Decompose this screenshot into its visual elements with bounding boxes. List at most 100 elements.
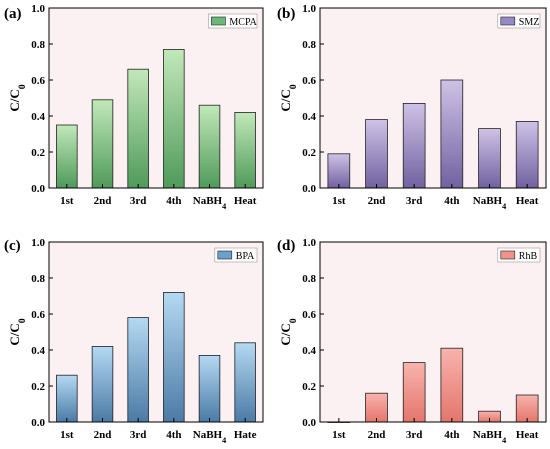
legend-label: SMZ: [519, 17, 540, 28]
y-tick-label: 0.4: [31, 111, 45, 123]
x-tick-label: 2nd: [94, 429, 112, 441]
x-tick-label: 1st: [60, 195, 74, 207]
x-tick-label: Heat: [234, 195, 257, 207]
bar: [127, 317, 149, 423]
panel-3: (d) C/C0 0.0 0.2 0.4 0.6 0.8 1.0 1st 2nd 3rd 4th NaB…: [277, 237, 547, 445]
x-tick-label: 3rd: [130, 195, 147, 207]
bar: [440, 79, 464, 189]
x-tick-label: 3rd: [406, 195, 423, 207]
x-tick-label: 4th: [166, 195, 181, 207]
x-tick-label: 1st: [332, 429, 346, 441]
panel-letter: (c): [4, 238, 21, 254]
y-tick-label: 0.2: [31, 381, 45, 393]
legend-label: BPA: [236, 251, 255, 262]
legend: RhB: [497, 247, 541, 263]
bar: [402, 362, 426, 423]
x-tick-label: 1st: [60, 429, 74, 441]
y-tick-label: 1.0: [31, 3, 45, 15]
y-tick-label: 0.6: [31, 75, 45, 87]
y-axis-label: C/C0: [7, 84, 28, 111]
plot-area: [320, 242, 546, 422]
panel-0: (a) C/C0 0.0 0.2 0.4 0.6 0.8 1.0 1st 2nd 3rd 4th NaB…: [4, 3, 264, 211]
bar: [198, 104, 221, 189]
x-tick-label: NaBH4: [473, 195, 506, 211]
y-axis-label: C/C0: [278, 84, 299, 111]
bar: [163, 291, 185, 423]
bar: [327, 153, 351, 189]
panel-1: (b) C/C0 0.0 0.2 0.4 0.6 0.8 1.0 1st 2nd 3rd 4th NaB…: [277, 3, 547, 211]
x-tick-label: 4th: [166, 429, 181, 441]
bar: [365, 392, 388, 423]
panel-letter: (b): [277, 6, 295, 22]
y-tick-label: 0.6: [302, 309, 316, 321]
bar: [91, 99, 114, 189]
y-tick-label: 0.2: [302, 147, 316, 159]
panel-letter: (a): [4, 6, 22, 22]
legend-label: MCPA: [229, 17, 257, 28]
y-tick-label: 0.8: [31, 39, 45, 51]
y-tick-label: 1.0: [302, 3, 316, 15]
y-axis-label: C/C0: [278, 318, 299, 345]
x-tick-label: 4th: [444, 195, 459, 207]
y-tick-label: 0.8: [302, 273, 316, 285]
x-tick-label: 2nd: [94, 195, 112, 207]
y-tick-label: 0.0: [302, 417, 316, 429]
x-tick-label: 3rd: [406, 429, 423, 441]
legend-swatch: [217, 250, 233, 260]
legend: SMZ: [497, 13, 541, 29]
x-tick-label: NaBH4: [193, 429, 226, 444]
y-tick-label: 0.0: [302, 183, 316, 195]
x-tick-label: NaBH4: [473, 429, 506, 444]
x-tick-label: 1st: [332, 195, 346, 207]
x-tick-label: 2nd: [368, 195, 386, 207]
plot-area: [320, 8, 546, 188]
panel-letter: (d): [277, 238, 295, 254]
bar: [515, 121, 539, 189]
y-tick-label: 0.6: [31, 309, 45, 321]
x-tick-label: Heat: [516, 429, 539, 441]
x-tick-label: 2nd: [368, 429, 386, 441]
bar: [234, 342, 256, 423]
y-axis-label: C/C0: [7, 318, 28, 345]
bar: [365, 119, 388, 189]
y-tick-label: 0.8: [31, 273, 45, 285]
legend-swatch: [500, 250, 516, 260]
bar: [56, 124, 78, 189]
plot-area: [49, 242, 263, 422]
bar: [198, 354, 221, 423]
y-tick-label: 0.2: [302, 381, 316, 393]
y-tick-label: 0.6: [302, 75, 316, 87]
plot-frame: [319, 7, 547, 189]
bar: [402, 103, 426, 189]
bar: [56, 374, 78, 423]
x-tick-label: 4th: [444, 429, 459, 441]
y-tick-label: 0.2: [31, 147, 45, 159]
legend: MCPA: [208, 13, 258, 29]
legend: BPA: [214, 247, 258, 263]
bar: [91, 345, 114, 423]
plot-frame: [48, 7, 264, 189]
y-tick-label: 0.0: [31, 417, 45, 429]
y-tick-label: 0.0: [31, 183, 45, 195]
x-tick-label: Heat: [516, 195, 539, 207]
bar: [163, 49, 185, 189]
x-tick-label: NaBH4: [193, 195, 226, 211]
y-tick-label: 1.0: [302, 237, 316, 249]
y-tick-label: 0.8: [302, 39, 316, 51]
x-tick-label: 3rd: [130, 429, 147, 441]
bar: [234, 112, 256, 189]
y-tick-label: 1.0: [31, 237, 45, 249]
plot-frame: [319, 241, 547, 423]
y-tick-label: 0.4: [31, 345, 45, 357]
legend-swatch: [500, 16, 516, 26]
legend-swatch: [211, 16, 226, 26]
panel-2: (c) C/C0 0.0 0.2 0.4 0.6 0.8 1.0 1st 2nd 3rd 4th NaB…: [4, 237, 264, 445]
plot-area: [49, 8, 263, 188]
plot-frame: [48, 241, 264, 423]
x-tick-label: Hate: [234, 429, 257, 441]
legend-label: RhB: [519, 251, 538, 262]
bar: [127, 68, 149, 189]
y-tick-label: 0.4: [302, 345, 316, 357]
